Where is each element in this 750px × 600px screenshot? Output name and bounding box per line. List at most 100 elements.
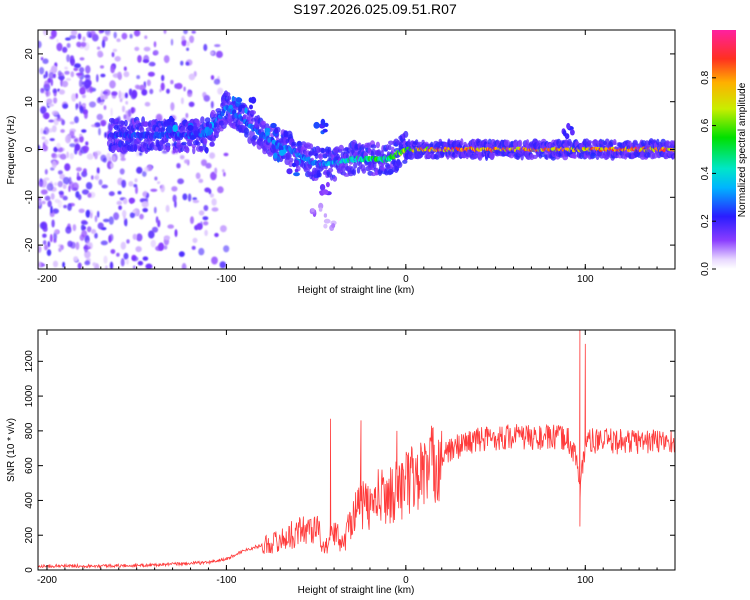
heatmap-ridge-halo xyxy=(132,121,137,129)
heatmap-noise-blob xyxy=(123,71,130,78)
heatmap-noise-blob xyxy=(155,245,163,251)
heatmap-noise-blob xyxy=(153,206,157,214)
heatmap-noise-blob xyxy=(167,224,174,229)
heatmap-noise-blob xyxy=(204,229,208,237)
heatmap-ridge-halo xyxy=(332,175,338,182)
heatmap-noise-blob xyxy=(51,219,55,228)
heatmap-noise-blob xyxy=(75,72,83,76)
heatmap-noise-blob xyxy=(84,250,91,259)
heatmap-feature-blob xyxy=(275,145,279,150)
heatmap-noise-blob xyxy=(180,60,184,66)
heatmap-noise-blob xyxy=(192,197,197,201)
heatmap-noise-blob xyxy=(77,262,82,269)
heatmap-noise-blob xyxy=(210,75,215,80)
heatmap-noise-blob xyxy=(143,46,151,52)
heatmap-noise-blob xyxy=(121,32,128,40)
heatmap-noise-blob xyxy=(204,187,211,193)
heatmap-noise-blob xyxy=(59,173,66,180)
heatmap-noise-blob xyxy=(117,190,122,195)
heatmap-noise-blob xyxy=(123,198,128,205)
heatmap-noise-blob xyxy=(74,148,78,155)
heatmap-noise-blob xyxy=(101,120,106,127)
heatmap-ridge-halo xyxy=(356,166,361,174)
colorbar-tick-label: 0.8 xyxy=(700,70,711,84)
heatmap-ridge-halo xyxy=(388,140,394,146)
heatmap-noise-blob xyxy=(101,39,106,48)
heatmap-noise-blob xyxy=(142,256,149,261)
heatmap-noise-blob xyxy=(174,200,177,208)
heatmap-feature-blob xyxy=(322,128,328,133)
heatmap-noise-blob xyxy=(40,57,44,61)
heatmap-noise-blob xyxy=(41,88,44,92)
heatmap-noise-blob xyxy=(163,235,171,241)
colorbar-tick-label: 0.2 xyxy=(700,214,711,228)
heatmap-noise-blob xyxy=(102,157,107,163)
x-tick-label: -200 xyxy=(37,274,57,285)
heatmap-noise-blob xyxy=(99,65,105,69)
heatmap-noise-blob xyxy=(110,249,116,254)
heatmap-noise-blob xyxy=(83,168,86,175)
heatmap-noise-blob xyxy=(143,166,149,173)
heatmap-noise-blob xyxy=(94,152,98,160)
heatmap-noise-blob xyxy=(132,233,137,240)
heatmap-noise-blob xyxy=(61,119,65,126)
heatmap-noise-blob xyxy=(100,240,108,246)
heatmap-noise-blob xyxy=(185,113,189,118)
heatmap-ridge-halo xyxy=(407,139,411,147)
heatmap-ridge-halo xyxy=(539,150,546,158)
heatmap-ridge-halo xyxy=(188,142,193,147)
heatmap-noise-blob xyxy=(77,33,82,40)
heatmap-noise-blob xyxy=(111,91,118,96)
heatmap-ridge-halo xyxy=(252,135,258,140)
heatmap-noise-blob xyxy=(123,252,129,260)
heatmap-noise-blob xyxy=(80,41,87,47)
heatmap-noise-blob xyxy=(161,150,168,154)
heatmap-noise-blob xyxy=(78,101,82,110)
heatmap-noise-blob xyxy=(131,89,138,99)
heatmap-noise-blob xyxy=(184,159,189,164)
heatmap-noise-blob xyxy=(79,87,86,95)
heatmap-ridge-halo xyxy=(387,144,392,151)
heatmap-ridge-halo xyxy=(391,146,395,155)
colorbar: 0.0 0.2 0.4 0.6 0.8 Normalized spectral ampl… xyxy=(700,30,748,276)
heatmap-noise-blob xyxy=(124,92,128,99)
heatmap-noise-blob xyxy=(150,239,156,248)
heatmap-feature-blob xyxy=(189,135,196,140)
heatmap-feature-blob xyxy=(278,149,286,156)
x-tick-label: 0 xyxy=(403,575,409,586)
heatmap-noise-blob xyxy=(96,74,99,83)
heatmap-ridge-halo xyxy=(490,154,494,159)
heatmap-noise-blob xyxy=(113,212,120,221)
heatmap-noise-blob xyxy=(219,261,227,269)
heatmap-noise-blob xyxy=(198,247,205,256)
heatmap-noise-blob xyxy=(84,111,88,119)
heatmap-noise-blob xyxy=(96,113,104,121)
heatmap-noise-blob xyxy=(53,232,57,241)
heatmap-noise-blob xyxy=(77,194,82,201)
heatmap-noise-blob xyxy=(163,30,167,34)
heatmap-ridge-halo xyxy=(370,144,377,149)
heatmap-ridge-halo xyxy=(361,168,367,174)
heatmap-ridge-halo xyxy=(671,140,675,145)
heatmap-noise-blob xyxy=(148,230,155,239)
heatmap-noise-blob xyxy=(170,38,174,46)
heatmap-feature-blob xyxy=(172,124,178,132)
heatmap-ridge-halo xyxy=(370,148,377,156)
heatmap-feature-blob xyxy=(250,96,257,104)
heatmap-noise-blob xyxy=(51,110,59,116)
heatmap-noise-blob xyxy=(135,186,138,195)
heatmap-noise-blob xyxy=(125,258,129,265)
heatmap-noise-blob xyxy=(105,30,111,37)
heatmap-noise-blob xyxy=(196,223,203,230)
y-tick-label: -20 xyxy=(24,237,35,252)
heatmap-noise-blob xyxy=(211,207,219,212)
heatmap-noise-blob xyxy=(177,178,185,185)
heatmap-ridge-halo xyxy=(353,161,358,169)
heatmap-noise-blob xyxy=(217,186,224,194)
heatmap-ridge-halo xyxy=(318,153,324,161)
heatmap-ridge-halo xyxy=(483,141,488,149)
heatmap-noise-blob xyxy=(70,135,76,139)
heatmap-noise-blob xyxy=(56,42,63,52)
